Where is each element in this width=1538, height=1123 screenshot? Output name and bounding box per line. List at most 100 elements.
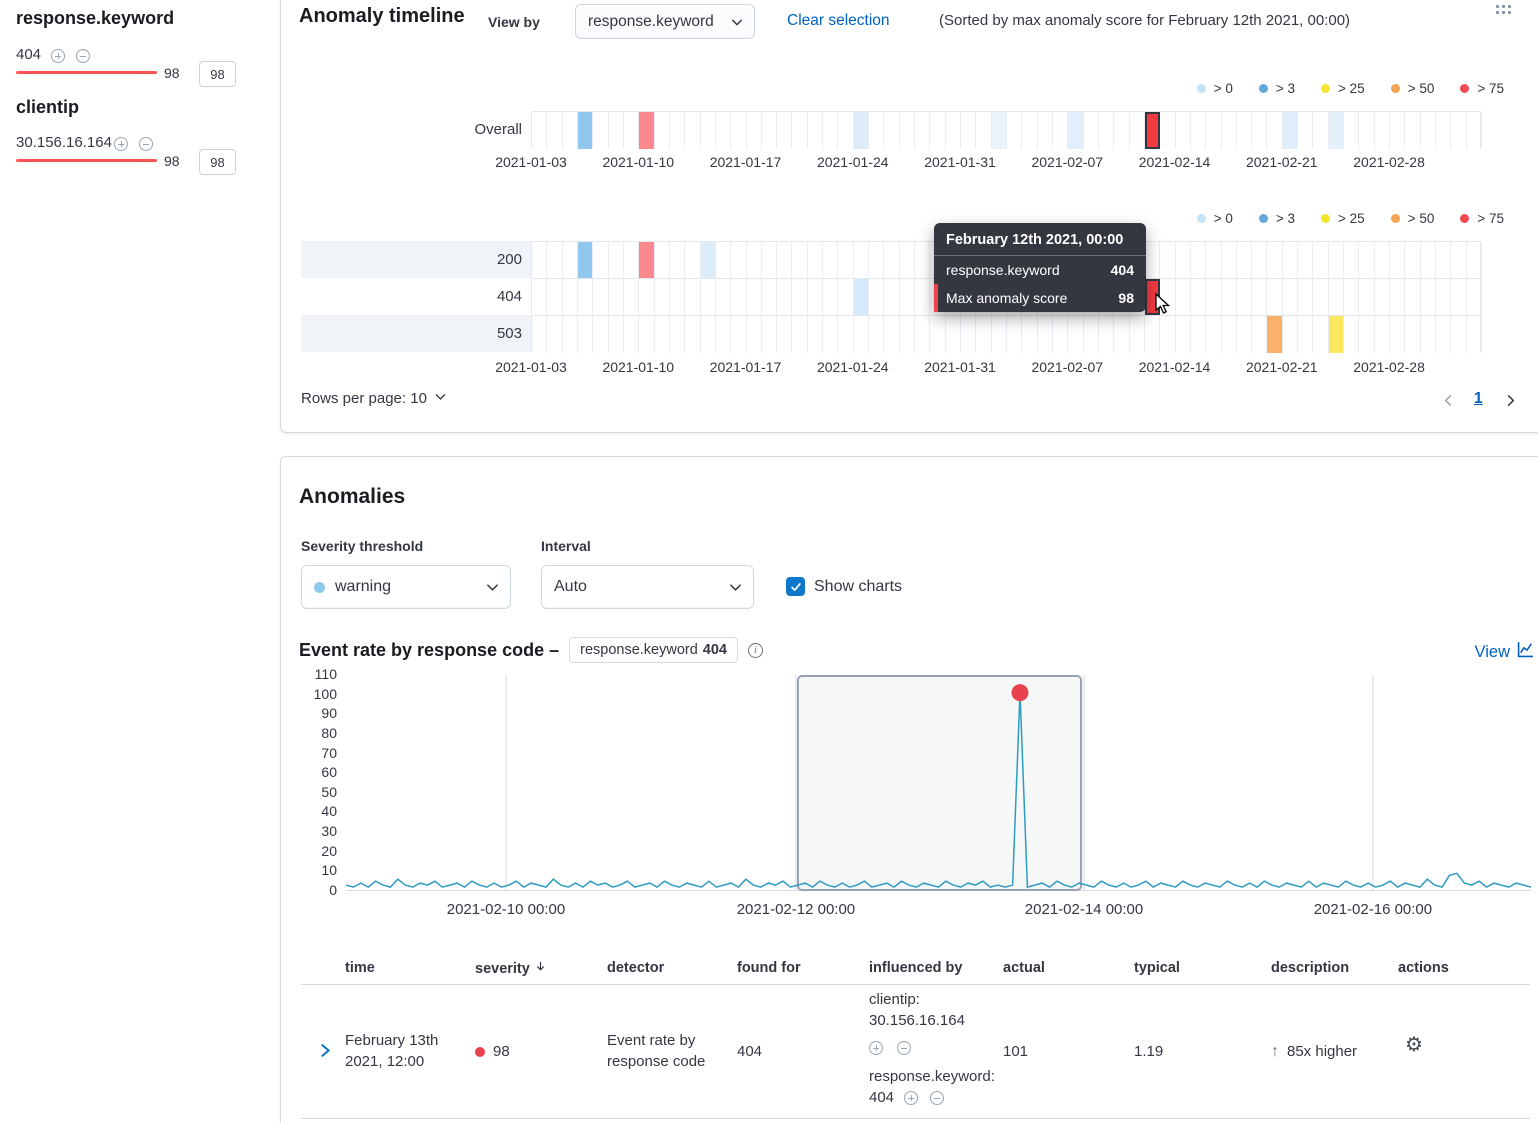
filter-remove-icon[interactable] [897,1041,912,1056]
swimlane-cell[interactable] [838,242,854,278]
swimlane-cell[interactable] [1191,112,1207,149]
swimlane-cell[interactable] [577,242,594,278]
swimlane-cell[interactable] [1206,316,1222,353]
filter-add-icon[interactable] [51,49,65,63]
swimlane-cell[interactable] [1344,316,1360,353]
swimlane-cell[interactable] [716,279,732,315]
swimlane-cell[interactable] [1176,242,1191,278]
swimlane-cell[interactable] [884,242,900,278]
column-header-description[interactable]: description [1271,960,1350,976]
column-header-detector[interactable]: detector [607,960,665,976]
swimlane-cell[interactable] [1237,316,1253,353]
swimlane-cell[interactable] [792,316,808,353]
column-header-time[interactable]: time [345,960,375,976]
swimlane-cell[interactable] [1191,279,1207,315]
swimlane-cell[interactable] [1451,242,1467,278]
swimlane-cell[interactable] [1114,112,1130,149]
swimlane-cell[interactable] [701,279,716,315]
swimlane-cell[interactable] [1467,112,1482,149]
swimlane-cell[interactable] [685,242,701,278]
swimlane-cell[interactable] [1283,242,1299,278]
filter-remove-icon[interactable] [139,137,153,151]
swimlane-cell[interactable] [1068,316,1084,353]
swimlane-cell[interactable] [1298,112,1314,149]
swimlane-cell[interactable] [1038,316,1053,353]
swimlane-cell[interactable] [1313,316,1329,353]
swimlane-cell[interactable] [838,279,854,315]
swimlane-cell[interactable] [577,112,594,149]
swimlane-cell[interactable] [609,112,624,149]
swimlane-cell[interactable] [823,112,839,149]
swimlane-cell[interactable] [1313,112,1329,149]
swimlane-cell[interactable] [900,242,916,278]
swimlane-cell[interactable] [1007,112,1023,149]
swimlane-cell[interactable] [639,242,655,278]
column-header-actual[interactable]: actual [1003,960,1045,976]
swimlane-cell[interactable] [1436,316,1452,353]
swimlane-cell[interactable] [762,279,778,315]
swimlane-cell[interactable] [563,112,578,149]
swimlane-cell[interactable] [1144,112,1161,149]
swimlane-cell[interactable] [624,112,640,149]
swimlane-cell[interactable] [747,242,762,278]
swimlane-cell[interactable] [1007,316,1023,353]
swimlane-cell[interactable] [1053,112,1069,149]
swimlane-cell[interactable] [1375,242,1391,278]
swimlane-cell[interactable] [1222,316,1237,353]
filter-remove-icon[interactable] [76,49,90,63]
swimlane-cell[interactable] [1022,316,1038,353]
swimlane-cell[interactable] [1359,316,1375,353]
swimlane-cell[interactable] [808,316,824,353]
swimlane-cell[interactable] [1298,242,1314,278]
swimlane-cell[interactable] [1191,242,1207,278]
swimlane-cell[interactable] [1390,242,1406,278]
swimlane-cell[interactable] [1160,316,1176,353]
column-header-influenced-by[interactable]: influenced by [869,960,963,976]
swimlane-cell[interactable] [961,316,977,353]
swimlane-cell[interactable] [655,242,670,278]
swimlane-cell[interactable] [716,112,732,149]
swimlane-cell[interactable] [547,316,563,353]
show-charts-checkbox[interactable] [786,577,805,596]
swimlane-cell[interactable] [731,316,747,353]
pagination-page-1[interactable]: 1 [1474,390,1483,407]
swimlane-cell[interactable] [731,112,747,149]
swimlane-cell[interactable] [747,316,762,353]
swimlane-cell[interactable] [670,279,686,315]
swimlane-cell[interactable] [1405,316,1421,353]
swimlane-cell[interactable] [1467,279,1482,315]
swimlane-cell[interactable] [1282,112,1299,149]
swimlane-cell[interactable] [593,279,609,315]
swimlane-cell[interactable] [900,316,916,353]
swimlane-cell[interactable] [1237,112,1253,149]
swimlane-cell[interactable] [900,279,916,315]
swimlane-cell[interactable] [1237,242,1253,278]
swimlane-cell[interactable] [1130,316,1145,353]
swimlane-cell[interactable] [1405,112,1421,149]
swimlane-cell[interactable] [1252,112,1268,149]
swimlane-cell[interactable] [915,112,931,149]
swimlane-cell[interactable] [593,112,609,149]
swimlane-cell[interactable] [1421,112,1437,149]
swimlane-cell[interactable] [915,242,931,278]
swimlane-cell[interactable] [808,112,824,149]
swimlane-cell[interactable] [1313,242,1329,278]
swimlane-cell[interactable] [685,279,701,315]
swimlane-cell[interactable] [1252,279,1268,315]
swimlane-cell[interactable] [1267,112,1283,149]
swimlane-cell[interactable] [946,112,962,149]
swimlane-cell[interactable] [992,316,1007,353]
swimlane-cell[interactable] [655,279,670,315]
swimlane-cell[interactable] [1206,112,1222,149]
swimlane-cell[interactable] [624,316,640,353]
swimlane-cell[interactable] [869,112,885,149]
swimlane-cell[interactable] [1176,316,1191,353]
swimlane-cell[interactable] [563,316,578,353]
swimlane-cell[interactable] [639,279,655,315]
swimlane-cell[interactable] [946,316,962,353]
swimlane-cell[interactable] [547,279,563,315]
swimlane-cell[interactable] [1084,316,1099,353]
swimlane-cell[interactable] [1145,242,1161,278]
swimlane-cell[interactable] [838,316,854,353]
swimlane-cell[interactable] [609,279,624,315]
